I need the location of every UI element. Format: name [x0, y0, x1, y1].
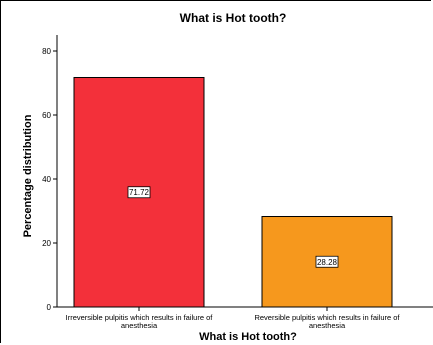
x-axis-label: What is Hot tooth?: [199, 331, 297, 343]
category-label: Reversible pulpitis which results in fai…: [254, 313, 400, 322]
plot-area: 0 20 40 60 80 Irreversible pulpitis which res…: [42, 35, 433, 330]
data-label: 28.28: [317, 258, 338, 267]
data-label-box: [127, 186, 151, 199]
y-tick-label: 60: [42, 111, 51, 120]
data-label: 71.72: [129, 188, 150, 197]
y-tick-label: 40: [42, 175, 51, 184]
y-tick-label: 20: [42, 239, 51, 248]
y-tick-label: 0: [47, 303, 52, 312]
y-axis-label: Percentage distribution: [22, 114, 34, 237]
category-label: anesthesia: [309, 321, 346, 330]
category-label: Irreversible pulpitis which results in f…: [66, 313, 214, 322]
data-label-box: [315, 255, 339, 268]
y-tick-label: 80: [42, 47, 51, 56]
category-label: anesthesia: [121, 321, 158, 330]
chart-title: What is Hot tooth?: [180, 11, 287, 25]
